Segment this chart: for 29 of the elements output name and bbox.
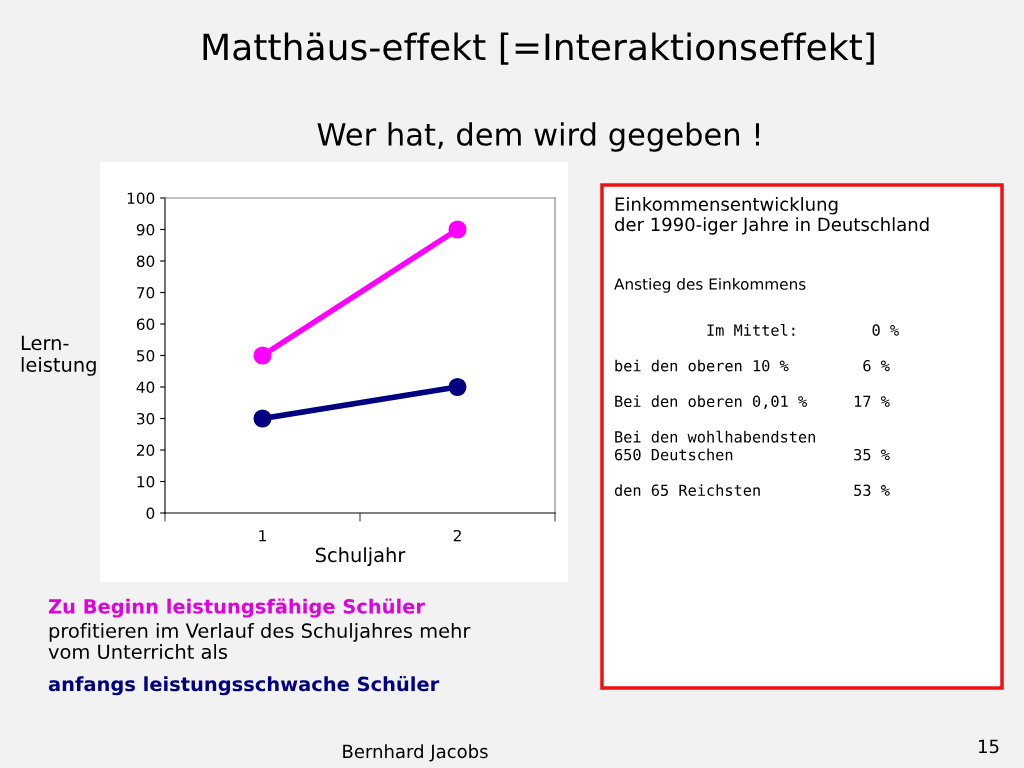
- y-axis-title: Lern- leistung: [21, 335, 96, 376]
- x-axis-title: Schuljahr: [315, 547, 406, 567]
- y-tick-label: 100: [127, 192, 155, 205]
- point: [253, 346, 272, 365]
- text: Anstieg des Einkommens: [614, 278, 806, 293]
- y-tick-label: 50: [137, 349, 155, 362]
- y-tick-label: 60: [136, 318, 155, 331]
- y-tick-label: 40: [136, 381, 155, 394]
- text: Im Mittel: 0 % bei den oberen 10 % 6 % Bei den oberen 0,01 % 17 % Bei den wohlhabendsten 650 Deutschen 35 % den 65 Reichsten 53 %: [614, 324, 899, 497]
- y-tick-label: 90: [136, 223, 155, 236]
- x-tick-label: 1: [259, 530, 266, 542]
- x-tick-label: 2: [453, 529, 461, 542]
- y-tick-label: 80: [136, 255, 155, 268]
- text: profitieren im Verlauf des Schuljahres mehr vom Unterricht als: [48, 623, 471, 660]
- text: 15: [979, 739, 999, 754]
- y-tick-label: 0: [146, 507, 155, 520]
- point: [448, 220, 467, 239]
- y-tick-label: 70: [137, 286, 155, 299]
- point: [253, 409, 272, 428]
- text: Zu Beginn leistungsfähige Schüler: [48, 598, 425, 618]
- chart-subtitle: Wer hat, dem wird gegeben !: [317, 122, 759, 152]
- chart-title: Matthäus-effekt [=Interaktionseffekt]: [203, 32, 874, 65]
- text: Einkommensentwicklung der 1990-iger Jahre in Deutschland: [615, 197, 929, 235]
- y-tick-label: 20: [136, 444, 155, 457]
- y-tick-label: 30: [137, 412, 155, 425]
- text: Bernhard Jacobs: [343, 744, 488, 762]
- y-tick-label: 10: [137, 475, 155, 488]
- point: [448, 377, 467, 397]
- text: anfangs leistungsschwache Schüler: [48, 676, 440, 696]
